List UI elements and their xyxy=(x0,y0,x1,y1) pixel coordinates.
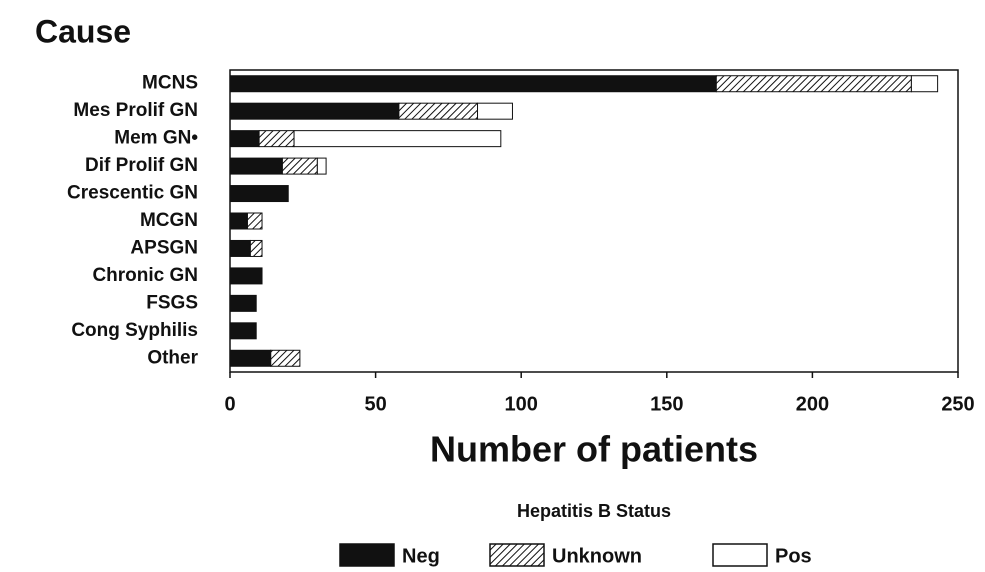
bar-segment xyxy=(270,349,301,367)
x-tick-label: 100 xyxy=(505,393,538,415)
legend-title: Hepatitis B Status xyxy=(517,501,671,521)
x-tick-label: 250 xyxy=(941,393,974,415)
chart-title: Cause xyxy=(35,13,131,49)
bar-segment xyxy=(229,212,248,230)
bar-segment xyxy=(258,130,295,148)
y-tick-label: Cong Syphilis xyxy=(71,320,198,341)
x-axis-label: Number of patients xyxy=(430,429,758,470)
y-tick-label: Crescentic GN xyxy=(67,183,198,204)
legend-label: Pos xyxy=(775,545,812,567)
legend-swatch xyxy=(712,543,768,567)
y-tick-label: Chronic GN xyxy=(92,265,198,286)
legend-label: Unknown xyxy=(552,545,642,567)
bar-segment xyxy=(229,75,717,93)
bar-segment xyxy=(229,294,257,312)
y-tick-label: Mem GN• xyxy=(114,128,198,149)
y-tick-label: FSGS xyxy=(146,292,198,313)
bar-segment xyxy=(715,75,912,93)
bar-segment xyxy=(477,102,513,120)
bar-segment xyxy=(229,239,251,257)
bar-segment xyxy=(316,157,327,175)
y-tick-label: MCGN xyxy=(140,210,198,231)
bar-segment xyxy=(229,349,272,367)
legend-label: Neg xyxy=(402,545,440,567)
bar-segment xyxy=(293,130,502,148)
x-tick-label: 150 xyxy=(650,393,683,415)
y-tick-label: Dif Prolif GN xyxy=(85,155,198,176)
y-tick-label: APSGN xyxy=(130,237,198,258)
legend-swatch xyxy=(489,543,545,567)
y-tick-label: Mes Prolif GN xyxy=(73,100,198,121)
bar-segment xyxy=(229,322,257,340)
bar-segment xyxy=(229,185,289,203)
bar-segment xyxy=(229,102,400,120)
y-tick-label: MCNS xyxy=(142,73,198,94)
bar-segment xyxy=(229,267,263,285)
legend-swatch xyxy=(339,543,395,567)
bar-segment xyxy=(281,157,318,175)
bar-segment xyxy=(398,102,479,120)
bar-segment xyxy=(229,130,260,148)
bar-segment xyxy=(246,212,263,230)
bar-segment xyxy=(229,157,283,175)
x-tick-label: 50 xyxy=(364,393,386,415)
x-tick-label: 200 xyxy=(796,393,829,415)
bar-segment xyxy=(249,239,263,257)
bar-segment xyxy=(910,75,939,93)
x-tick-label: 0 xyxy=(224,393,235,415)
y-tick-label: Other xyxy=(147,347,198,368)
